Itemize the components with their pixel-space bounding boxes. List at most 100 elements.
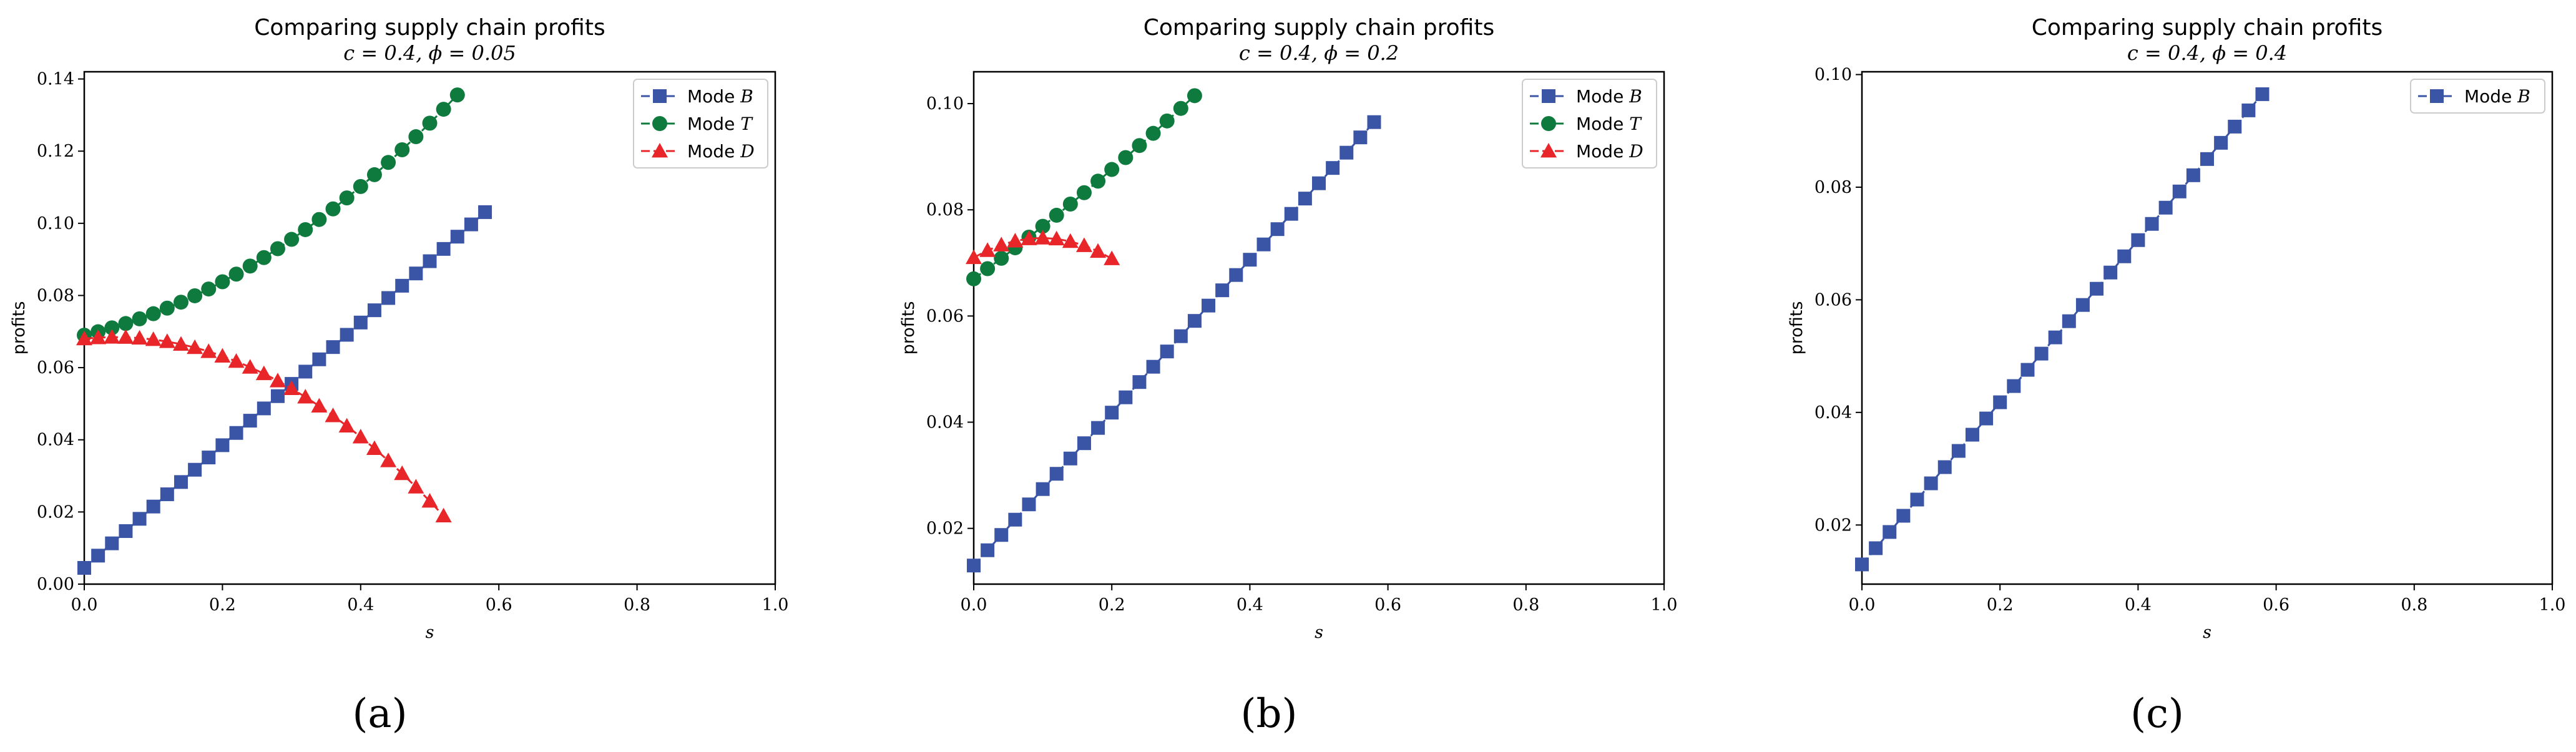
data-point [2020,363,2035,377]
legend-item: Mode B [2418,86,2530,107]
series-mode-d [966,230,1120,265]
data-point [326,340,340,354]
data-point [117,329,134,344]
data-point [1160,344,1174,359]
data-point [187,339,203,354]
data-point [1883,525,1897,539]
x-tick-label: 0.0 [1849,595,1876,615]
data-point [188,462,202,477]
data-point [967,559,981,573]
y-tick-label: 0.10 [1814,66,1852,85]
data-point [339,190,355,206]
data-point [353,178,368,194]
data-point [2007,379,2021,393]
x-tick-label: 0.0 [71,595,98,615]
legend-item: Mode D [1530,141,1643,162]
data-point [104,329,120,344]
square-marker-icon [2430,89,2444,103]
legend-label-prefix: Mode [1576,114,1629,134]
data-point [214,348,231,363]
data-point [1049,467,1064,481]
legend-label-prefix: Mode [1576,141,1629,162]
data-point [132,512,147,526]
data-point [159,300,175,316]
data-point [1339,145,1354,160]
y-tick-label: 0.10 [37,214,74,233]
data-point [298,364,313,379]
data-point [312,352,326,366]
triangle-marker-icon [652,143,668,158]
series-mode-b [77,205,492,575]
data-point [1077,436,1091,451]
chart-title: Comparing supply chain profits [1144,15,1494,41]
series-mode-t [77,87,465,343]
data-point [435,507,452,523]
chart-subtitle: c = 0.4, ϕ = 0.4 [2127,41,2287,65]
panel-label: (a) [352,691,407,737]
data-point [201,281,217,297]
data-point [1119,390,1133,404]
data-point [2117,249,2132,263]
data-point [2034,346,2049,361]
data-point [91,549,105,563]
data-point [1965,427,1979,442]
data-point [421,493,438,508]
data-point [966,249,982,265]
data-point [132,311,147,326]
data-point [423,254,437,268]
x-tick-label: 0.8 [2401,595,2427,615]
data-point [2228,119,2242,134]
legend-label-var: D [740,141,754,162]
data-point [1173,329,1188,343]
legend-item: Mode T [1530,114,1642,134]
data-point [1326,161,1340,175]
data-point [1993,395,2007,409]
data-point [1075,237,1092,252]
data-point [1910,492,1924,507]
data-point [131,330,148,345]
y-tick-label: 0.04 [37,431,74,450]
data-point [1229,268,1243,282]
legend-box [2410,79,2545,114]
legend-label-var: B [2517,86,2530,107]
data-point [1270,222,1285,237]
data-point [228,266,244,282]
data-point [2145,217,2159,231]
data-point [1173,100,1188,116]
data-point [1104,250,1120,265]
data-point [269,373,286,388]
data-point [1202,298,1216,313]
data-point [118,316,134,331]
data-point [1187,314,1202,328]
data-point [284,232,300,247]
data-point [994,528,1009,542]
data-point [353,315,368,330]
data-point [1007,233,1024,248]
data-point [297,389,314,404]
data-point [394,142,410,157]
data-point [449,87,465,103]
data-point [242,359,258,374]
x-tick-label: 0.8 [624,595,650,615]
data-point [1284,207,1298,221]
y-tick-label: 0.04 [926,413,964,432]
data-point [409,266,423,281]
data-point [994,250,1009,266]
data-point [1105,406,1119,420]
series-line [84,336,444,517]
data-point [174,475,188,489]
y-tick-label: 0.06 [1814,290,1852,310]
data-point [1036,482,1050,496]
y-axis-label: profits [899,301,918,355]
data-point [1187,88,1202,104]
data-point [1062,233,1079,248]
data-point [1104,162,1120,177]
series-mode-b [967,115,1381,573]
data-point [408,479,424,494]
data-point [436,102,451,117]
legend-label: Mode D [687,141,755,162]
